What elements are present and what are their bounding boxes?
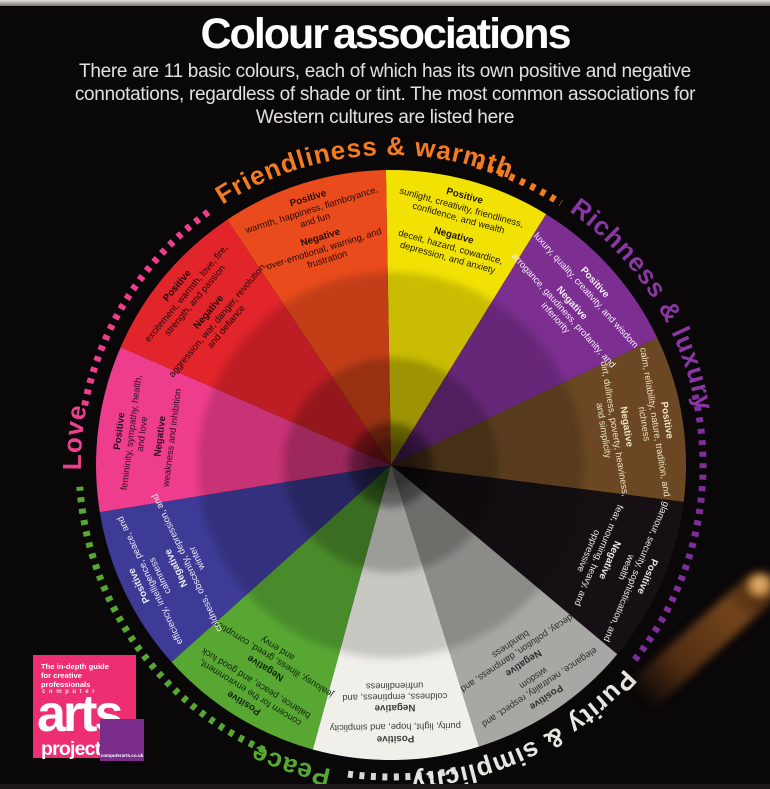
subtitle-line-1: There are 11 basic colours, each of whic… — [79, 61, 691, 83]
logo-purple-square: computerarts.co.uk — [100, 719, 144, 761]
subtitle-line-2: connotations, regardless of shade or tin… — [74, 84, 696, 106]
dot-arc-green-dots — [76, 486, 266, 754]
scan-edge-top — [0, 0, 770, 6]
dot-arc-orange-dots — [476, 161, 563, 207]
logo-tagline: The in-depth guide for creative professi… — [41, 662, 109, 690]
subtitle-line-3: Western cultures are listed here — [255, 107, 515, 129]
wheel-shade-rings — [198, 272, 584, 658]
page-header: Colour associations There are 11 basic c… — [0, 10, 770, 129]
dot-arc-pink-dots — [81, 206, 215, 407]
logo-url: computerarts.co.uk — [100, 753, 144, 758]
scan-edge-bottom — [0, 784, 770, 789]
logo-brand-computer: computer — [42, 689, 99, 695]
page-title: Colour associations — [200, 10, 572, 58]
arc-label-love: Love — [57, 402, 93, 470]
logo-pink-square: The in-depth guide for creative professi… — [33, 655, 136, 760]
page-subtitle: There are 11 basic colours, each of whic… — [0, 60, 770, 129]
logo-brand-projects: projects — [41, 738, 111, 760]
